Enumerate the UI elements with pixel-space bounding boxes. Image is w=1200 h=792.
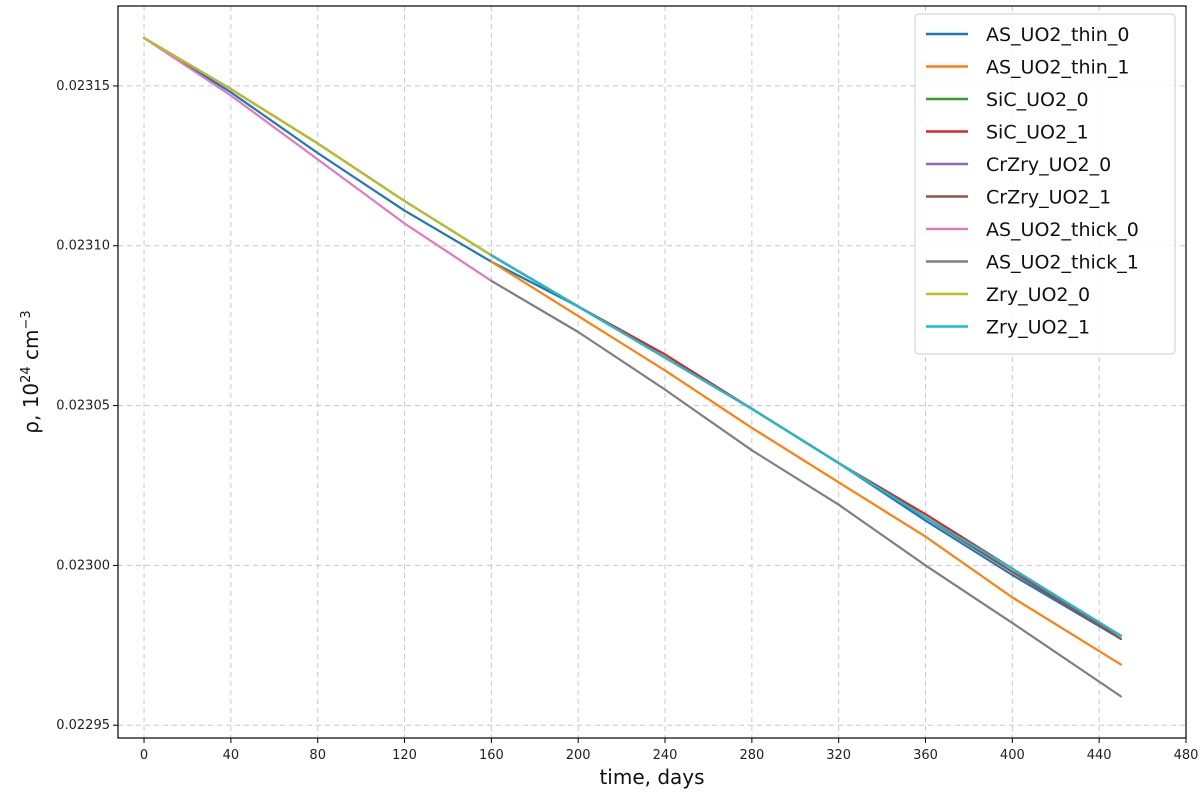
y-axis-label-rho: ρ, 10 [19,383,43,434]
legend-box [914,13,1176,355]
y-axis-ticks: 0.02295 0.02300 0.02305 0.02310 0.02315 [56,79,118,733]
series-line-as-uo2-thick-1 [490,279,1123,698]
series-line-zry-uo2-0 [142,36,493,257]
y-tick-label: 0.02315 [56,79,110,94]
series-line-as-uo2-thin-1 [490,260,1123,666]
series-lines [142,36,1123,698]
legend-label: AS_UO2_thick_1 [986,252,1139,274]
x-axis-ticks: 0 40 80 120 160 200 240 280 320 360 400 440 480 [140,738,1199,763]
y-axis-label-unit: cm [19,329,43,366]
x-tick-label: 280 [739,748,764,763]
legend-label: Zry_UO2_0 [986,284,1090,306]
y-axis-label: ρ, 1024 cm−3 [19,310,43,433]
y-axis-label-exp2: −3 [19,310,34,329]
x-tick-label: 200 [566,748,591,763]
x-tick-label: 120 [392,748,417,763]
legend-label: CrZry_UO2_1 [986,187,1111,209]
legend-label: AS_UO2_thick_0 [986,219,1139,241]
legend-items: AS_UO2_thin_0 AS_UO2_thin_1 SiC_UO2_0 SiC_U… [926,24,1139,339]
x-tick-label: 0 [140,748,148,763]
series-line-zry-uo2-1 [490,254,1123,637]
legend-label: CrZry_UO2_0 [986,154,1111,176]
y-tick-label: 0.02295 [56,718,110,733]
legend: AS_UO2_thin_0 AS_UO2_thin_1 SiC_UO2_0 SiC_U… [914,13,1176,355]
x-tick-label: 160 [479,748,504,763]
axes-frame [117,5,1187,739]
y-axis-label-exp1: 24 [19,366,34,383]
y-tick-label: 0.02305 [56,399,110,414]
x-axis-label: time, days [599,765,704,789]
x-tick-label: 80 [309,748,326,763]
legend-label: AS_UO2_thin_1 [986,57,1129,79]
legend-label: SiC_UO2_0 [986,89,1089,111]
x-tick-label: 240 [653,748,678,763]
legend-label: SiC_UO2_1 [986,122,1089,144]
x-tick-label: 360 [913,748,938,763]
x-tick-label: 400 [1000,748,1025,763]
y-tick-label: 0.02310 [56,239,110,254]
series-line-as-uo2-thick-0 [142,36,493,282]
x-tick-label: 480 [1174,748,1199,763]
legend-label: Zry_UO2_1 [986,317,1090,339]
x-tick-label: 40 [223,748,240,763]
x-tick-label: 320 [826,748,851,763]
y-tick-label: 0.02300 [56,558,110,573]
legend-label: AS_UO2_thin_0 [986,24,1129,46]
x-tick-label: 440 [1087,748,1112,763]
